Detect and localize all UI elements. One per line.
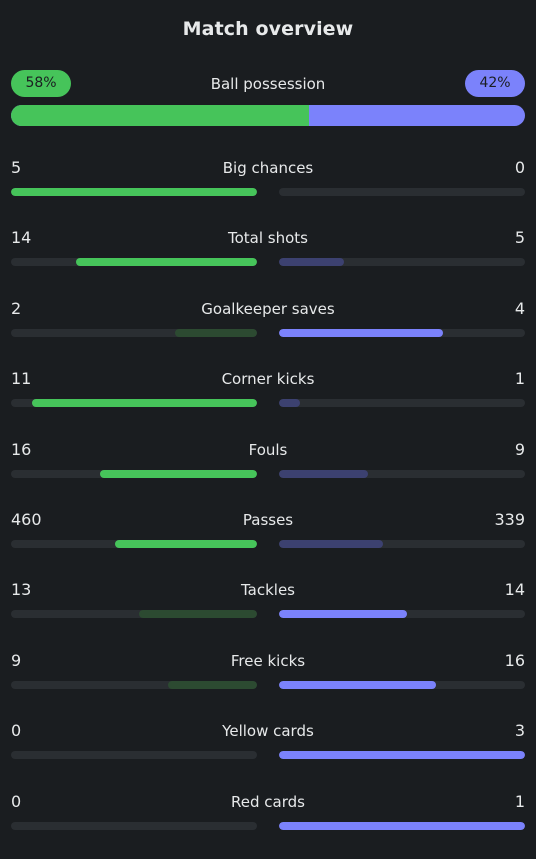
away-value: 1 (514, 369, 525, 389)
home-bar-track (11, 539, 257, 548)
stat-row-total-shots: 14 Total shots 5 (11, 225, 525, 295)
away-bar-fill (279, 469, 368, 478)
home-value: 13 (11, 580, 32, 600)
stat-label: Red cards (231, 792, 305, 811)
stat-row-tackles: 13 Tackles 14 (11, 577, 525, 647)
home-bar-fill (168, 680, 257, 689)
stat-row-free-kicks: 9 Free kicks 16 (11, 648, 525, 718)
home-possession-fill (11, 105, 310, 126)
stat-label: Goalkeeper saves (201, 299, 335, 318)
home-value: 2 (11, 298, 22, 318)
home-bar-fill (175, 328, 257, 337)
away-bar-track (279, 328, 525, 337)
home-value: 14 (11, 228, 32, 248)
home-value: 0 (11, 791, 22, 811)
away-value: 5 (514, 228, 525, 248)
away-value: 9 (514, 439, 525, 459)
stat-label: Total shots (228, 229, 308, 248)
stat-label: Free kicks (230, 651, 306, 670)
home-value: 9 (11, 650, 22, 670)
home-value: 11 (11, 369, 32, 389)
ball-possession: 58% Ball possession 42% (11, 70, 525, 126)
away-value: 16 (504, 650, 525, 670)
ball-possession-label: Ball possession (210, 75, 326, 93)
home-bar-fill (11, 188, 257, 196)
stat-label: Big chances (222, 159, 314, 177)
home-bar-track (11, 328, 257, 337)
home-value: 16 (11, 439, 32, 459)
stat-row-big-chances: 5 Big chances 0 (11, 155, 525, 225)
home-bar-fill (115, 539, 257, 548)
stat-row-corner-kicks: 11 Corner kicks 1 (11, 366, 525, 436)
away-bar-fill (279, 399, 300, 408)
away-value: 3 (514, 721, 525, 741)
away-bar-fill (279, 539, 384, 548)
away-bar-fill (279, 258, 344, 267)
away-possession-badge: 42% (465, 70, 525, 97)
home-value: 5 (11, 158, 22, 177)
home-value: 0 (11, 721, 22, 741)
away-bar-track (279, 539, 525, 548)
away-bar-track (279, 680, 525, 689)
away-bar-fill (279, 680, 437, 689)
stat-row-goalkeeper-saves: 2 Goalkeeper saves 4 (11, 296, 525, 366)
away-bar-track (279, 399, 525, 408)
away-bar-track (279, 188, 525, 196)
away-value: 14 (504, 580, 525, 600)
away-bar-track (279, 751, 525, 760)
home-bar-track (11, 258, 257, 267)
away-value: 339 (494, 509, 525, 529)
home-bar-track (11, 188, 257, 196)
stat-label: Passes (242, 510, 294, 529)
away-bar-fill (279, 751, 525, 760)
away-bar-track (279, 610, 525, 619)
home-possession-badge: 58% (11, 70, 71, 97)
stat-row-yellow-cards: 0 Yellow cards 3 (11, 718, 525, 788)
stat-label: Corner kicks (221, 370, 315, 389)
home-bar-fill (31, 399, 257, 408)
home-bar-track (11, 399, 257, 408)
away-value: 0 (514, 158, 525, 177)
away-value: 1 (514, 791, 525, 811)
home-bar-track (11, 821, 257, 830)
stat-row-fouls: 16 Fouls 9 (11, 437, 525, 507)
home-bar-track (11, 680, 257, 689)
home-bar-track (11, 469, 257, 478)
away-bar-fill (279, 328, 443, 337)
home-value: 460 (11, 509, 42, 529)
away-bar-track (279, 469, 525, 478)
away-bar-track (279, 821, 525, 830)
stat-label: Yellow cards (222, 722, 314, 741)
home-bar-track (11, 610, 257, 619)
away-bar-fill (279, 610, 407, 619)
possession-bar (11, 105, 525, 126)
away-bar-fill (279, 821, 525, 830)
stat-row-red-cards: 0 Red cards 1 (11, 789, 525, 859)
home-bar-track (11, 751, 257, 760)
match-overview-title: Match overview (182, 18, 354, 40)
home-bar-fill (138, 610, 257, 619)
home-bar-fill (99, 469, 257, 478)
away-bar-track (279, 258, 525, 267)
home-bar-fill (75, 258, 257, 267)
stats-list: 5 Big chances 0 14 Total shots 5 2 Goalkeeper s… (11, 155, 525, 859)
stat-row-passes: 460 Passes 339 (11, 507, 525, 577)
stat-label: Tackles (240, 581, 296, 600)
away-value: 4 (514, 298, 525, 318)
stat-label: Fouls (248, 440, 288, 459)
